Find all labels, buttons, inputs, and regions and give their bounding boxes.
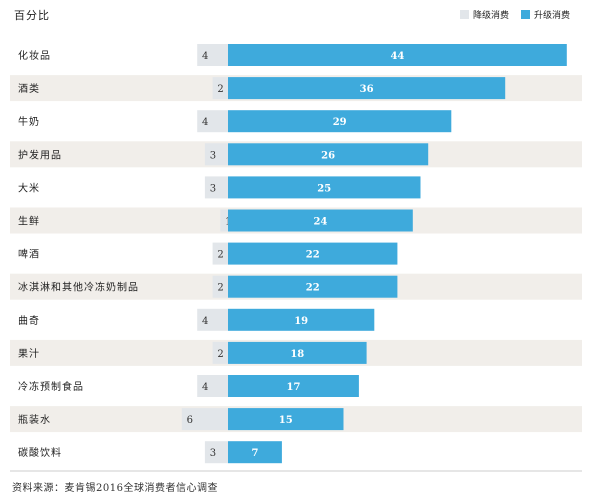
legend-item-upgrade: 升级消费 (520, 8, 570, 21)
bar-upgrade (228, 110, 452, 133)
bar-upgrade (228, 176, 421, 199)
bar-downgrade (204, 143, 228, 166)
category-label: 瓶装水 (18, 413, 51, 426)
unit-label: 百分比 (14, 9, 50, 22)
data-label-downgrade: 3 (210, 150, 216, 161)
data-label-upgrade: 25 (317, 183, 331, 194)
data-label-upgrade: 17 (286, 382, 300, 393)
data-label-upgrade: 36 (360, 84, 374, 95)
legend-item-downgrade: 降级消费 (459, 8, 509, 21)
category-label: 护发用品 (18, 148, 62, 161)
data-label-upgrade: 22 (306, 283, 320, 294)
data-label-upgrade: 7 (251, 448, 258, 459)
category-label: 曲奇 (18, 314, 40, 327)
category-label: 大米 (18, 181, 40, 194)
data-label-downgrade: 2 (217, 349, 223, 360)
bar-upgrade (228, 143, 429, 166)
data-label-downgrade: 4 (202, 316, 208, 327)
data-label-downgrade: 3 (210, 448, 216, 459)
data-label-downgrade: 6 (187, 415, 193, 426)
data-label-upgrade: 24 (313, 217, 327, 228)
bar-downgrade (212, 341, 228, 364)
data-label-upgrade: 18 (290, 349, 304, 360)
bar-upgrade (228, 408, 344, 431)
bar-downgrade (197, 44, 228, 66)
bar-downgrade (204, 176, 228, 199)
category-label: 啤酒 (18, 249, 40, 261)
bar-downgrade (204, 441, 228, 464)
legend-swatch-downgrade (459, 10, 469, 19)
data-label-upgrade: 15 (279, 415, 293, 426)
category-label: 冷冻预制食品 (18, 380, 84, 393)
category-label: 生鲜 (18, 215, 40, 228)
bar-downgrade (212, 242, 228, 265)
bar-upgrade (228, 275, 398, 298)
bar-upgrade (228, 242, 398, 265)
bar-upgrade (228, 209, 413, 232)
category-label: 化妆品 (18, 49, 51, 62)
legend-swatch-upgrade (520, 10, 530, 19)
data-label-upgrade: 22 (306, 250, 320, 261)
bar-upgrade (228, 77, 506, 100)
data-label-upgrade: 44 (390, 51, 404, 62)
bar-upgrade (228, 308, 375, 331)
data-label-downgrade: 2 (217, 84, 223, 95)
bar-downgrade (212, 77, 228, 100)
bar-downgrade (212, 275, 228, 298)
data-label-downgrade: 4 (202, 51, 208, 62)
bar-upgrade (228, 375, 359, 397)
legend-label-upgrade: 升级消费 (533, 11, 570, 21)
bar-downgrade (220, 209, 228, 232)
data-label-upgrade: 29 (333, 117, 347, 128)
data-label-upgrade: 19 (294, 316, 308, 327)
data-label-downgrade: 3 (210, 183, 216, 194)
bar-downgrade (197, 375, 228, 397)
bar-downgrade (197, 308, 228, 331)
category-label: 碳酸饮料 (18, 446, 62, 459)
category-label: 酒类 (18, 82, 40, 95)
data-label-downgrade: 2 (217, 250, 223, 261)
bar-upgrade (228, 341, 367, 364)
data-label-downgrade: 4 (202, 117, 208, 128)
data-label-upgrade: 26 (321, 150, 335, 161)
legend-label-downgrade: 降级消费 (472, 11, 509, 21)
bar-downgrade (181, 408, 228, 431)
category-label: 果汁 (18, 347, 40, 360)
bar-upgrade (228, 441, 282, 464)
bar-upgrade (228, 44, 567, 66)
chart-legend: 降级消费 升级消费 (448, 8, 570, 21)
data-label-downgrade: 4 (202, 382, 208, 393)
bar-downgrade (197, 110, 228, 133)
data-label-downgrade: 2 (217, 283, 223, 294)
category-label: 冰淇淋和其他冷冻奶制品 (18, 281, 139, 294)
category-label: 牛奶 (18, 115, 40, 128)
source-note: 资料来源：麦肯锡2016全球消费者信心调查 (12, 483, 218, 494)
